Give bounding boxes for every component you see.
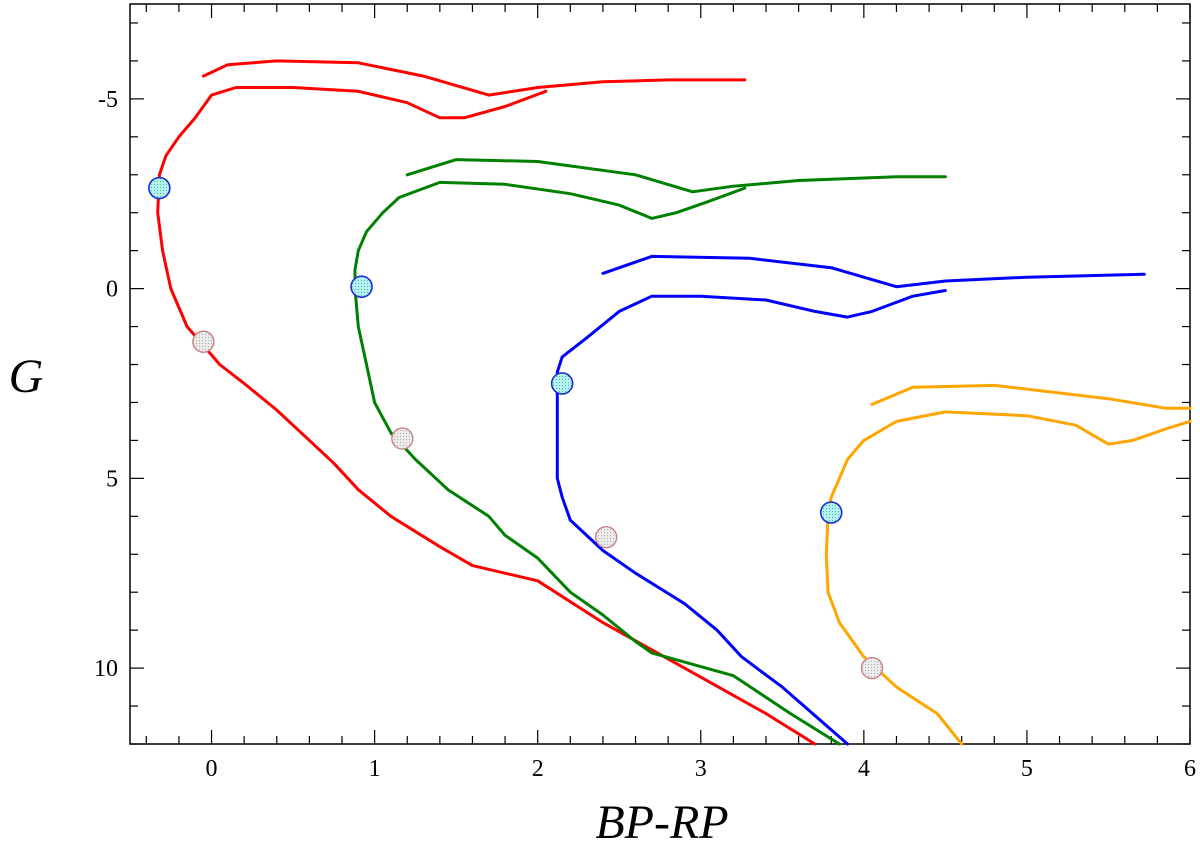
y-tick-label: 10 [94, 656, 118, 682]
x-tick-label: 5 [1021, 756, 1033, 782]
y-tick-label: -5 [98, 87, 118, 113]
plot-frame [129, 3, 1191, 745]
y-axis-title: G [9, 350, 44, 403]
giant-branch-line-1 [405, 158, 947, 194]
giant-branch-line-3 [870, 383, 1192, 410]
x-axis-title: BP-RP [595, 796, 728, 848]
blue-marker-3 [819, 501, 843, 524]
x-tick-label: 2 [532, 756, 544, 782]
x-tick-label: 3 [695, 756, 707, 782]
isochrone-line-0 [156, 86, 817, 746]
blue-marker-0 [148, 176, 171, 200]
series-layer [156, 59, 1192, 746]
gray-marker-0 [192, 330, 215, 353]
gray-marker-3 [860, 656, 884, 680]
gray-marker-1 [391, 427, 414, 450]
x-tick-label: 4 [858, 756, 870, 782]
giant-branch-line-0 [201, 59, 747, 97]
axis-ticks [130, 4, 1191, 745]
blue-marker-2 [550, 372, 574, 395]
marker-layer [148, 176, 884, 680]
tick-labels: 0 1 2 3 4 5 6 -5 0 5 10 [94, 87, 1196, 782]
giant-branch-line-2 [601, 254, 1146, 289]
gray-marker-2 [594, 525, 618, 549]
y-tick-label: 0 [106, 277, 118, 303]
x-tick-label: 6 [1184, 756, 1196, 782]
isochrone-line-1 [353, 180, 841, 746]
isochrone-line-3 [824, 410, 1192, 746]
blue-marker-1 [350, 275, 373, 299]
isochrone-line-2 [555, 289, 947, 746]
y-tick-label: 5 [106, 466, 118, 492]
x-tick-label: 0 [206, 756, 218, 782]
x-tick-label: 1 [369, 756, 381, 782]
